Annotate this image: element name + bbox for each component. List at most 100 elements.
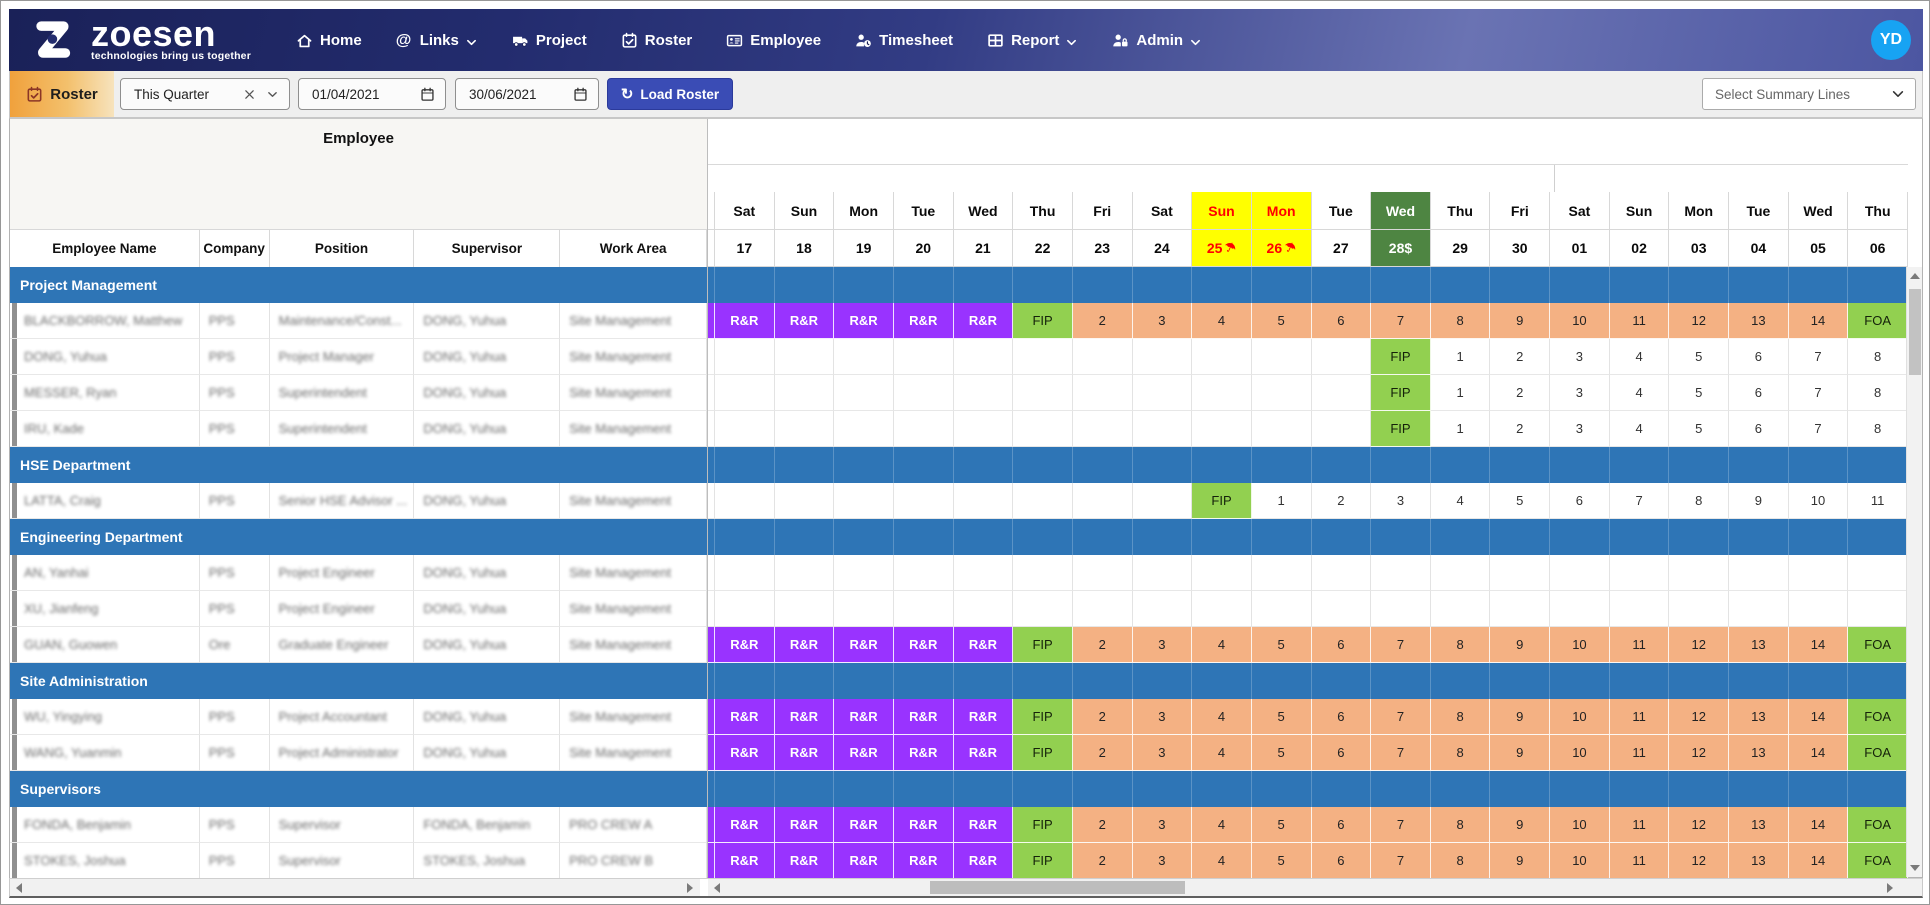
roster-cell[interactable]	[1848, 591, 1908, 627]
roster-cell[interactable]	[1490, 591, 1551, 627]
clear-icon[interactable]	[243, 88, 256, 101]
roster-cell[interactable]: R&R	[715, 843, 775, 879]
company-cell[interactable]: PPS	[199, 339, 270, 375]
employee-row[interactable]: WANG, Yuanmin PPS Project Administrator DON…	[10, 735, 707, 771]
left-pane-scroll-left-button[interactable]	[11, 879, 27, 896]
roster-cell[interactable]	[1192, 411, 1252, 447]
roster-cell[interactable]: 6	[1311, 735, 1372, 771]
roster-cell[interactable]	[1192, 555, 1252, 591]
roster-cell[interactable]: 8	[1430, 699, 1491, 735]
roster-cell[interactable]	[715, 483, 775, 519]
roster-cell[interactable]: 8	[1848, 375, 1908, 411]
roster-cell[interactable]: FOA	[1848, 843, 1908, 879]
roster-cell[interactable]	[1311, 555, 1372, 591]
roster-cell[interactable]: 2	[1490, 411, 1551, 447]
calendar-icon[interactable]	[573, 87, 588, 102]
roster-cell[interactable]: 7	[1788, 375, 1849, 411]
roster-cell[interactable]: 6	[1311, 807, 1372, 843]
roster-cell[interactable]	[953, 339, 1014, 375]
roster-cell[interactable]: 1	[1251, 483, 1312, 519]
roster-cell[interactable]	[1311, 375, 1372, 411]
roster-cell[interactable]: 6	[1311, 303, 1372, 339]
section-header-row[interactable]: HSE Department	[10, 447, 707, 483]
roster-cell[interactable]: 2	[1072, 627, 1133, 663]
roster-cell[interactable]	[953, 555, 1014, 591]
roster-cell[interactable]: 4	[1609, 375, 1670, 411]
roster-cell[interactable]: 6	[1550, 483, 1610, 519]
roster-cell[interactable]	[1013, 375, 1073, 411]
employee-name-cell[interactable]: MESSER, Ryan	[10, 375, 200, 411]
roster-cell[interactable]	[1371, 591, 1431, 627]
roster-cell[interactable]: 4	[1192, 843, 1252, 879]
roster-cell[interactable]	[1371, 555, 1431, 591]
work-area-cell[interactable]: PRO CREW B	[560, 843, 707, 879]
employee-row[interactable]: BLACKBORROW, Matthew PPS Maintenance/Const…	[10, 303, 707, 339]
roster-cell[interactable]: 10	[1550, 699, 1610, 735]
roster-cell[interactable]	[893, 483, 954, 519]
roster-cell[interactable]: 5	[1669, 411, 1730, 447]
roster-cell[interactable]: R&R	[715, 807, 775, 843]
supervisor-cell[interactable]: DONG, Yuhua	[414, 339, 561, 375]
roster-cell[interactable]: R&R	[893, 735, 954, 771]
section-header-grid-row[interactable]	[708, 519, 1908, 555]
position-cell[interactable]: Project Administrator	[269, 735, 415, 771]
roster-cell[interactable]	[1013, 555, 1073, 591]
position-cell[interactable]: Supervisor	[269, 807, 415, 843]
roster-cell[interactable]	[1848, 555, 1908, 591]
position-cell[interactable]: Project Accountant	[269, 699, 415, 735]
grid-scroll-right-button[interactable]	[1882, 879, 1898, 896]
roster-cell[interactable]: FIP	[1013, 699, 1073, 735]
roster-cell[interactable]: 12	[1669, 627, 1730, 663]
roster-cell[interactable]: 11	[1848, 483, 1908, 519]
chevron-down-icon[interactable]	[266, 88, 279, 101]
roster-cell[interactable]	[893, 339, 954, 375]
roster-cell[interactable]	[1251, 591, 1312, 627]
employee-name-cell[interactable]: WANG, Yuanmin	[10, 735, 200, 771]
roster-cell[interactable]	[715, 375, 775, 411]
roster-cell[interactable]: 3	[1132, 843, 1193, 879]
roster-cell[interactable]: 5	[1251, 735, 1312, 771]
employee-name-cell[interactable]: XU, Jianfeng	[10, 591, 200, 627]
roster-cell[interactable]: R&R	[893, 627, 954, 663]
roster-cell[interactable]: 8	[1430, 843, 1491, 879]
nav-item-project[interactable]: Project	[512, 32, 587, 49]
roster-cell[interactable]: R&R	[834, 699, 894, 735]
date-from-input[interactable]: 01/04/2021	[298, 78, 446, 110]
roster-cell[interactable]: 13	[1729, 843, 1789, 879]
roster-cell[interactable]: 12	[1669, 303, 1730, 339]
roster-cell[interactable]: 3	[1132, 627, 1193, 663]
work-area-cell[interactable]: Site Management	[560, 375, 707, 411]
supervisor-cell[interactable]: DONG, Yuhua	[414, 375, 561, 411]
supervisor-cell[interactable]: DONG, Yuhua	[414, 627, 561, 663]
roster-cell[interactable]	[1192, 339, 1252, 375]
roster-cell[interactable]: 5	[1251, 627, 1312, 663]
roster-cell[interactable]	[1251, 411, 1312, 447]
roster-cell[interactable]: 3	[1550, 339, 1610, 375]
roster-cell[interactable]: R&R	[834, 627, 894, 663]
roster-cell[interactable]	[1013, 339, 1073, 375]
company-cell[interactable]: PPS	[199, 843, 270, 879]
roster-cell[interactable]	[1311, 591, 1372, 627]
employee-name-cell[interactable]: STOKES, Joshua	[10, 843, 200, 879]
column-header-position[interactable]: Position	[269, 230, 415, 267]
roster-cell[interactable]: 5	[1669, 339, 1730, 375]
position-cell[interactable]: Graduate Engineer	[269, 627, 415, 663]
roster-cell[interactable]: R&R	[953, 807, 1014, 843]
roster-cell[interactable]: FOA	[1848, 699, 1908, 735]
nav-item-home[interactable]: Home	[296, 32, 362, 49]
employee-name-cell[interactable]: WU, Yingying	[10, 699, 200, 735]
employee-row[interactable]: XU, Jianfeng PPS Project Engineer DONG, Yuh…	[10, 591, 707, 627]
roster-cell[interactable]	[893, 411, 954, 447]
roster-cell[interactable]: R&R	[953, 627, 1014, 663]
roster-cell[interactable]: 2	[1311, 483, 1372, 519]
supervisor-cell[interactable]: DONG, Yuhua	[414, 699, 561, 735]
roster-cell[interactable]: 12	[1669, 843, 1730, 879]
roster-cell[interactable]: 1	[1430, 339, 1491, 375]
nav-item-admin[interactable]: Admin	[1112, 32, 1202, 49]
roster-cell[interactable]: 3	[1132, 807, 1193, 843]
supervisor-cell[interactable]: DONG, Yuhua	[414, 591, 561, 627]
company-cell[interactable]: PPS	[199, 591, 270, 627]
roster-cell[interactable]	[1013, 591, 1073, 627]
roster-cell[interactable]: 4	[1430, 483, 1491, 519]
section-header-row[interactable]: Site Administration	[10, 663, 707, 699]
